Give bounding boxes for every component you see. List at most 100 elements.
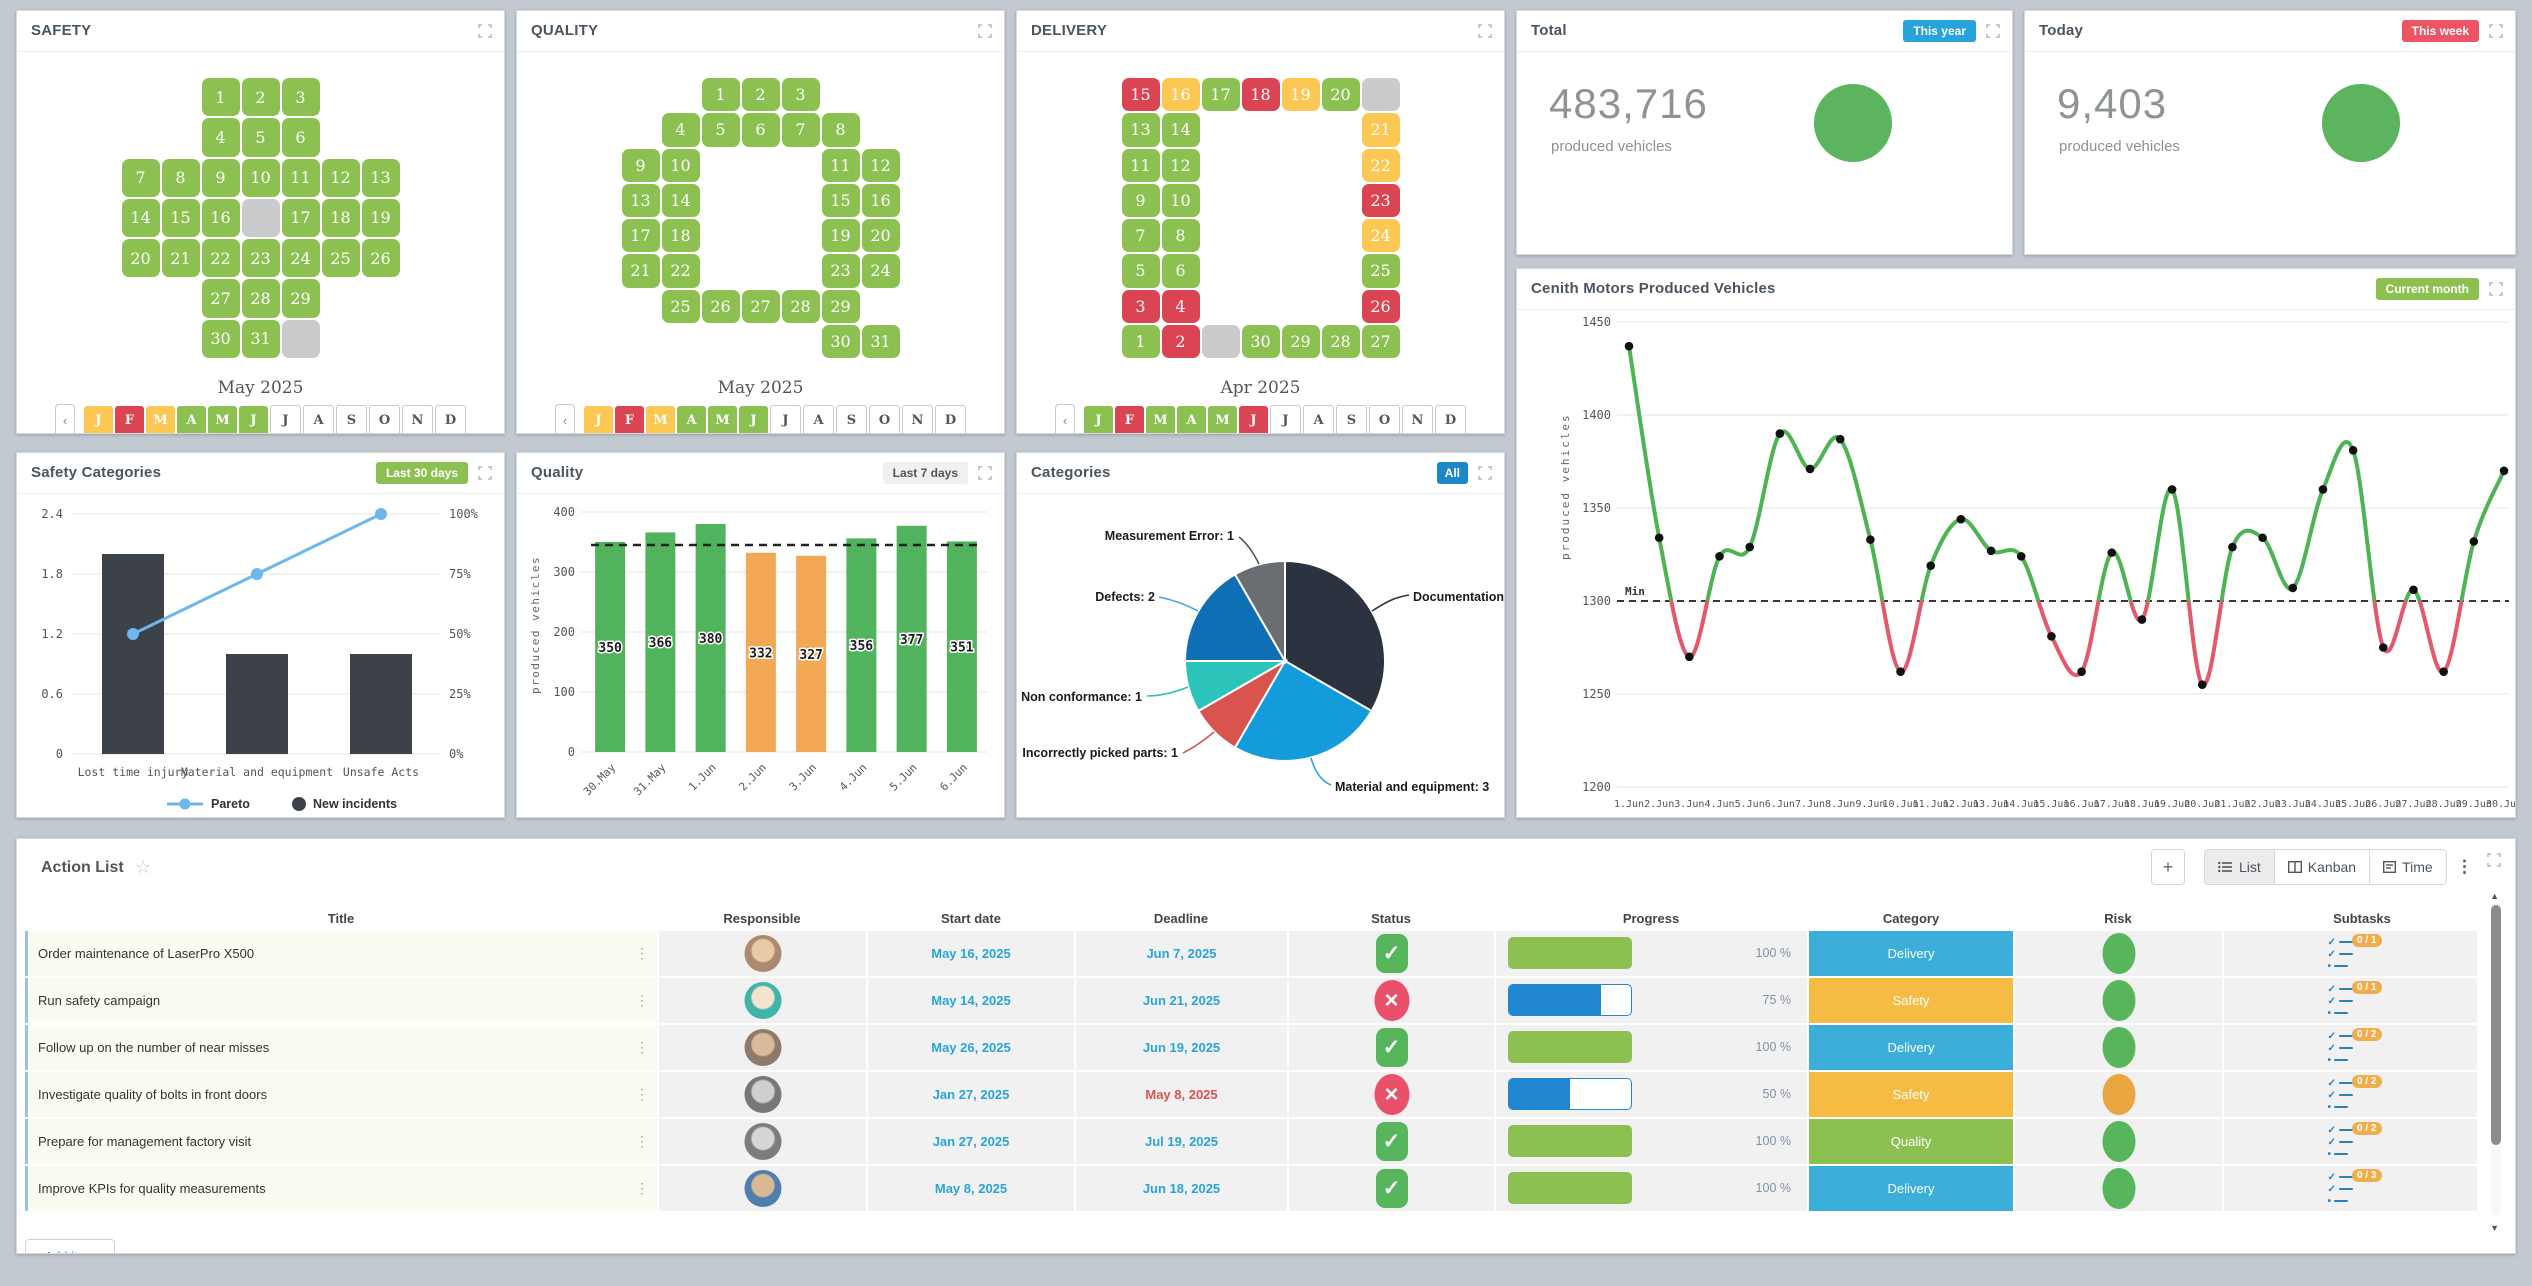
calendar-blank-day[interactable]: [281, 319, 320, 358]
subtasks-widget[interactable]: ✓ ✓ • 0 / 3: [2328, 1169, 2382, 1207]
category-badge[interactable]: Delivery: [1809, 1166, 2013, 1211]
calendar-day-18[interactable]: 18: [321, 198, 360, 238]
calendar-day-2[interactable]: 2: [741, 78, 780, 112]
avatar[interactable]: [744, 1029, 781, 1066]
filter-badge[interactable]: All: [1436, 462, 1468, 484]
risk-indicator[interactable]: [2102, 933, 2135, 974]
calendar-day-16[interactable]: 16: [861, 183, 900, 217]
fullscreen-icon[interactable]: [2489, 282, 2503, 296]
fullscreen-icon[interactable]: [478, 466, 492, 480]
month-tile-S[interactable]: S: [336, 405, 367, 433]
month-tile-S[interactable]: S: [836, 405, 867, 433]
month-tile-N[interactable]: N: [1402, 405, 1433, 433]
calendar-day-11[interactable]: 11: [1121, 148, 1160, 182]
deadline-cell[interactable]: Jun 21, 2025: [1076, 978, 1287, 1023]
month-tile-A[interactable]: A: [1303, 405, 1334, 433]
status-done-icon[interactable]: ✓: [1375, 1122, 1408, 1161]
deadline-cell[interactable]: Jul 19, 2025: [1076, 1119, 1287, 1164]
calendar-day-4[interactable]: 4: [661, 113, 700, 147]
calendar-day-7[interactable]: 7: [781, 113, 820, 147]
view-tab-list[interactable]: List: [2204, 849, 2275, 885]
month-tile-A[interactable]: A: [803, 405, 834, 433]
add-item-button[interactable]: Add item: [25, 1239, 115, 1253]
calendar-day-27[interactable]: 27: [1361, 324, 1400, 358]
category-badge[interactable]: Safety: [1809, 978, 2013, 1023]
previous-month-button[interactable]: ‹: [55, 404, 75, 433]
risk-indicator[interactable]: [2102, 1074, 2135, 1115]
month-tile-J[interactable]: J: [1084, 406, 1113, 433]
month-tile-D[interactable]: D: [935, 405, 966, 433]
month-tile-J[interactable]: J: [584, 406, 613, 433]
calendar-day-24[interactable]: 24: [281, 239, 320, 278]
fullscreen-icon[interactable]: [1478, 24, 1492, 38]
month-tile-M[interactable]: M: [146, 406, 175, 433]
month-tile-J[interactable]: J: [1239, 406, 1268, 433]
month-tile-A[interactable]: A: [1177, 406, 1206, 433]
calendar-day-27[interactable]: 27: [741, 289, 780, 323]
month-tile-M[interactable]: M: [1208, 406, 1237, 433]
calendar-day-29[interactable]: 29: [1281, 324, 1320, 358]
status-done-icon[interactable]: ✓: [1375, 1028, 1408, 1067]
month-tile-M[interactable]: M: [646, 406, 675, 433]
calendar-day-10[interactable]: 10: [241, 158, 280, 197]
subtasks-widget[interactable]: ✓ ✓ • 0 / 1: [2328, 981, 2382, 1019]
calendar-day-10[interactable]: 10: [661, 148, 700, 182]
calendar-day-25[interactable]: 25: [321, 239, 360, 278]
calendar-day-4[interactable]: 4: [201, 118, 240, 157]
calendar-day-8[interactable]: 8: [821, 113, 860, 147]
calendar-day-21[interactable]: 21: [621, 254, 660, 288]
month-tile-M[interactable]: M: [1146, 406, 1175, 433]
filter-badge[interactable]: Last 7 days: [882, 462, 968, 484]
calendar-day-26[interactable]: 26: [361, 239, 400, 278]
calendar-day-19[interactable]: 19: [1281, 78, 1320, 112]
calendar-day-30[interactable]: 30: [821, 324, 860, 358]
month-tile-S[interactable]: S: [1336, 405, 1367, 433]
calendar-day-13[interactable]: 13: [621, 183, 660, 217]
calendar-day-17[interactable]: 17: [621, 219, 660, 253]
scrollbar-thumb[interactable]: [2491, 905, 2501, 1145]
calendar-day-19[interactable]: 19: [361, 198, 400, 238]
calendar-day-11[interactable]: 11: [281, 158, 320, 197]
calendar-day-21[interactable]: 21: [161, 239, 200, 278]
calendar-day-1[interactable]: 1: [701, 78, 740, 112]
filter-badge[interactable]: Current month: [2375, 278, 2479, 300]
category-badge[interactable]: Quality: [1809, 1119, 2013, 1164]
action-title-cell[interactable]: Run safety campaign ⋮: [25, 978, 657, 1023]
scroll-down-icon[interactable]: ▼: [2490, 1223, 2499, 1233]
month-tile-F[interactable]: F: [615, 406, 644, 433]
calendar-day-21[interactable]: 21: [1361, 113, 1400, 147]
calendar-day-13[interactable]: 13: [1121, 113, 1160, 147]
deadline-cell[interactable]: Jun 7, 2025: [1076, 931, 1287, 976]
calendar-day-30[interactable]: 30: [201, 319, 240, 358]
calendar-day-28[interactable]: 28: [1321, 324, 1360, 358]
month-tile-A[interactable]: A: [677, 406, 706, 433]
calendar-day-17[interactable]: 17: [281, 198, 320, 238]
action-title-cell[interactable]: Investigate quality of bolts in front do…: [25, 1072, 657, 1117]
calendar-day-2[interactable]: 2: [241, 78, 280, 117]
calendar-blank-day[interactable]: [1201, 324, 1240, 358]
calendar-day-9[interactable]: 9: [201, 158, 240, 197]
fullscreen-icon[interactable]: [978, 466, 992, 480]
calendar-day-7[interactable]: 7: [1121, 219, 1160, 253]
calendar-day-26[interactable]: 26: [701, 289, 740, 323]
calendar-day-18[interactable]: 18: [661, 219, 700, 253]
category-badge[interactable]: Delivery: [1809, 931, 2013, 976]
status-blocked-icon[interactable]: ×: [1374, 1074, 1409, 1115]
calendar-day-28[interactable]: 28: [241, 279, 280, 318]
start-date-cell[interactable]: Jan 27, 2025: [868, 1072, 1074, 1117]
avatar[interactable]: [744, 1076, 781, 1113]
calendar-day-6[interactable]: 6: [281, 118, 320, 157]
more-options-icon[interactable]: ⋮: [2456, 857, 2473, 876]
row-menu-icon[interactable]: ⋮: [635, 945, 649, 961]
calendar-day-20[interactable]: 20: [1321, 78, 1360, 112]
status-done-icon[interactable]: ✓: [1375, 1169, 1408, 1208]
action-title-cell[interactable]: Prepare for management factory visit ⋮: [25, 1119, 657, 1164]
calendar-day-22[interactable]: 22: [661, 254, 700, 288]
category-badge[interactable]: Delivery: [1809, 1025, 2013, 1070]
month-tile-A[interactable]: A: [303, 405, 334, 433]
calendar-day-10[interactable]: 10: [1161, 183, 1200, 217]
calendar-day-28[interactable]: 28: [781, 289, 820, 323]
calendar-day-20[interactable]: 20: [121, 239, 160, 278]
risk-indicator[interactable]: [2102, 1168, 2135, 1209]
start-date-cell[interactable]: Jan 27, 2025: [868, 1119, 1074, 1164]
